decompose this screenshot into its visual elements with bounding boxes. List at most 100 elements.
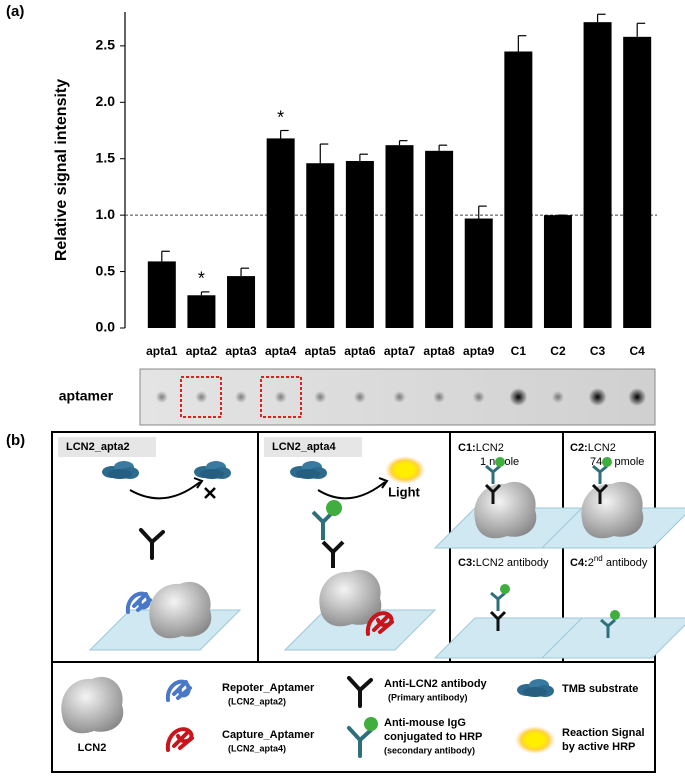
bar <box>227 276 256 328</box>
antibody-icon <box>139 528 165 560</box>
bar <box>504 51 533 328</box>
x-tick-label: apta3 <box>225 344 257 358</box>
x-tick-label: apta5 <box>305 344 337 358</box>
x-tick-label: C3 <box>590 344 606 358</box>
lcn2-icon <box>581 481 644 539</box>
x-tick-label: apta9 <box>463 344 495 358</box>
bar <box>345 160 374 328</box>
secondary-antibody-icon <box>347 715 380 758</box>
control-amount: 74.2 pmole <box>590 456 644 468</box>
cross <box>204 487 216 499</box>
bar <box>543 215 572 328</box>
lcn2-icon <box>474 481 537 539</box>
blot-dot <box>509 388 528 406</box>
blot-label: aptamer <box>59 388 114 404</box>
y-axis-title: Relative signal intensity <box>53 79 70 261</box>
x-tick-label: C4 <box>630 344 646 358</box>
panel-title: LCN2_apta4 <box>272 441 336 453</box>
legend-label: conjugated to HRP <box>384 731 482 743</box>
y-tick-label: 2.5 <box>96 37 116 53</box>
highlight-box <box>260 376 302 418</box>
blot-dot <box>195 391 208 403</box>
reporter-aptamer-icon <box>125 591 152 614</box>
blot-dot <box>314 391 327 403</box>
legend-label: by active HRP <box>562 741 635 753</box>
blot-dots <box>155 388 647 406</box>
highlight-box <box>180 376 222 418</box>
control-title: C3:LCN2 antibody <box>458 557 549 569</box>
title-box <box>264 437 362 457</box>
legend-label: Repoter_Aptamer <box>222 682 315 694</box>
legend-sublabel: (LCN2_apta2) <box>228 696 286 706</box>
blot-dot <box>393 391 406 403</box>
blot-dot <box>588 388 607 406</box>
tmb-icon <box>517 679 554 697</box>
y-tick-label: 1.5 <box>96 149 116 165</box>
primary-antibody-icon <box>347 676 373 708</box>
y-tick-label: 0.0 <box>96 319 116 335</box>
legend-label: Anti-mouse IgG <box>384 717 466 729</box>
antibody-complex <box>311 500 345 568</box>
arrow <box>317 481 386 500</box>
antibody-complex <box>484 457 505 504</box>
signal-icon <box>385 456 425 484</box>
legend-sublabel: (LCN2_apta4) <box>228 743 286 753</box>
blot-dot <box>472 391 485 403</box>
x-tick-label: apta7 <box>384 344 416 358</box>
blot-dot <box>235 391 248 403</box>
x-tick-label: C2 <box>550 344 566 358</box>
antibody-complex <box>591 457 612 504</box>
blot-dot <box>274 391 287 403</box>
bar <box>425 150 454 328</box>
antibody-icon <box>600 610 620 638</box>
reporter-aptamer-icon <box>165 679 192 702</box>
y-tick-label: 0.5 <box>96 262 116 278</box>
control-title: C2:LCN2 <box>570 442 616 454</box>
lcn2-icon <box>149 581 212 639</box>
significance-mark: * <box>277 107 284 127</box>
legend-label: Anti-LCN2 antibody <box>384 678 488 690</box>
legend-sublabel: (Primary antibody) <box>388 692 468 702</box>
blot-dot <box>433 391 446 403</box>
panel-title: LCN2_apta2 <box>66 441 130 453</box>
y-tick-label: 1.0 <box>96 206 116 222</box>
blot-dot <box>551 391 564 403</box>
legend-label: Reaction Signal <box>562 727 645 739</box>
legend-sublabel: (secondary antibody) <box>384 745 475 755</box>
bar <box>623 36 652 328</box>
arrow <box>129 481 201 500</box>
signal-icon <box>515 726 555 754</box>
bar <box>266 138 295 328</box>
significance-mark: * <box>198 269 205 289</box>
x-tick-label: apta8 <box>423 344 455 358</box>
bar <box>187 295 216 328</box>
frame <box>51 431 656 773</box>
antibody-complex <box>489 584 510 631</box>
bar-chart: 0.0 0.5 1.0 1.5 2.0 2.5 Relative signal intens… <box>53 12 657 358</box>
bar <box>464 218 493 328</box>
arrow-head <box>378 477 389 489</box>
panel-label: (a) <box>6 3 24 20</box>
x-tick-label: C1 <box>511 344 527 358</box>
arrow-head <box>193 477 204 489</box>
legend-label: LCN2 <box>78 742 107 754</box>
light-label: Light <box>388 484 420 499</box>
legend-label: Capture_Aptamer <box>222 729 315 741</box>
bar <box>385 145 414 328</box>
tmb-icon <box>290 461 327 479</box>
blot-dot <box>155 391 168 403</box>
panel-label: (b) <box>6 432 25 449</box>
y-tick-label: 2.0 <box>96 93 116 109</box>
x-tick-label: apta2 <box>186 344 218 358</box>
lcn2-icon <box>61 676 124 734</box>
x-tick-label: apta1 <box>146 344 178 358</box>
title-box <box>58 437 156 457</box>
control-title: C4:2nd antibody <box>570 554 648 569</box>
bar <box>583 22 612 329</box>
legend-label: TMB substrate <box>562 683 638 695</box>
x-tick-label: apta6 <box>344 344 376 358</box>
blot-dot <box>353 391 366 403</box>
tmb-icon <box>194 461 231 479</box>
capture-aptamer-icon <box>165 727 194 752</box>
